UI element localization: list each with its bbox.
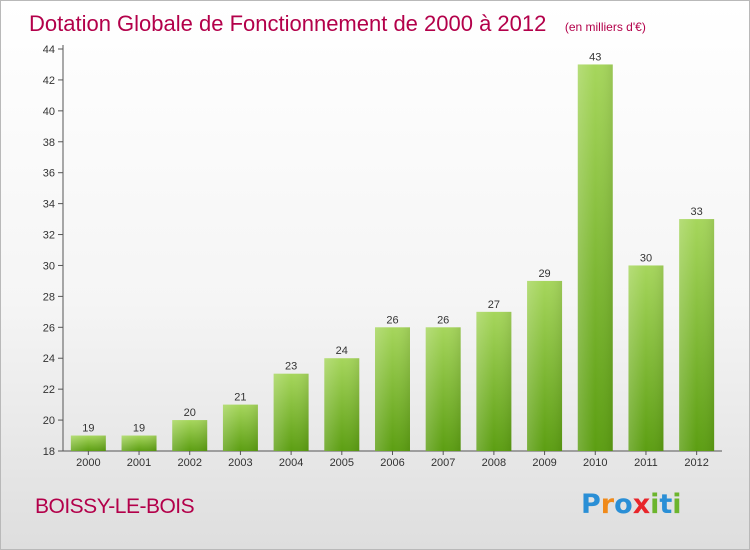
y-tick-label: 18 [43,446,55,458]
bar-value-label: 30 [640,252,652,264]
bar-value-label: 20 [184,407,196,419]
logo-letter: i [672,489,682,520]
bar-shade [222,404,258,451]
y-tick: 30 [43,260,63,272]
bar-shade [172,420,208,451]
bar-group: 26 2007 [425,314,461,469]
logo-letter: P [581,489,601,520]
bar-shade [273,373,309,451]
bar-value-label: 26 [437,314,449,326]
bar-value-label: 29 [538,268,550,280]
y-tick: 32 [43,230,63,242]
x-tick-label: 2000 [76,457,100,469]
bar-value-label: 21 [234,392,246,404]
x-tick-label: 2006 [380,457,404,469]
bar-group: 29 2009 [527,268,563,469]
y-tick-label: 30 [43,260,55,272]
bar-value-label: 24 [336,345,348,357]
bar-shade [679,219,715,451]
y-tick: 24 [43,353,63,365]
logo-letter: o [614,489,633,520]
y-tick: 20 [43,415,63,427]
y-tick: 28 [43,291,63,303]
bar-value-label: 23 [285,361,297,373]
x-tick-label: 2004 [279,457,303,469]
y-tick-label: 22 [43,384,55,396]
x-tick-label: 2007 [431,457,455,469]
logo-letter: r [600,489,615,520]
bar-group: 23 2004 [273,361,309,469]
bar-shade [375,327,410,451]
x-tick-label: 2001 [127,457,151,469]
bar-group: 43 2010 [577,51,613,469]
x-tick-label: 2003 [228,457,252,469]
logo-letter: i [650,489,660,520]
y-tick-label: 32 [43,230,55,242]
bar-group: 26 2006 [375,314,410,469]
y-tick-label: 40 [43,106,55,118]
y-tick-label: 26 [43,322,55,334]
y-tick-label: 34 [43,199,55,211]
bar-shade [324,358,360,451]
bar-group: 33 2012 [679,206,715,469]
bar-shade [577,64,613,451]
y-tick: 44 [43,44,63,56]
logo-letter: x [632,489,651,520]
y-tick: 42 [43,75,63,87]
bar-value-label: 33 [691,206,703,218]
bar-group: 21 2003 [222,392,258,469]
y-tick: 36 [43,168,63,180]
bar-group: 30 2011 [628,252,664,469]
y-tick: 22 [43,384,63,396]
bar-group: 20 2002 [172,407,208,469]
bar-value-label: 19 [82,423,94,435]
y-tick: 34 [43,199,63,211]
y-tick-label: 28 [43,291,55,303]
bar-value-label: 19 [133,423,145,435]
bar-shade [121,435,157,451]
bar-shade [476,311,512,451]
bar-group: 27 2008 [476,299,512,469]
y-tick: 26 [43,322,63,334]
x-tick-label: 2002 [177,457,201,469]
bar-value-label: 27 [488,299,500,311]
x-tick-label: 2012 [684,457,708,469]
bar-group: 19 2000 [70,423,106,469]
bar-group: 19 2001 [121,423,157,469]
bar-shade [425,327,461,451]
y-tick-label: 24 [43,353,55,365]
y-tick-label: 38 [43,137,55,149]
bar-value-label: 43 [589,51,601,63]
y-tick: 18 [43,446,63,458]
y-tick: 40 [43,106,63,118]
bars: 19 2000 19 2001 20 2002 21 2003 23 2004 24 2005 26 20… [70,51,715,469]
chart-title-unit: (en milliers d'€) [564,20,646,34]
commune-name: BOISSY-LE-BOIS [35,495,195,518]
y-tick-label: 36 [43,168,55,180]
bar-shade [70,435,106,451]
bar-group: 24 2005 [324,345,360,469]
logo-letter: t [659,489,673,520]
bar-value-label: 26 [386,314,398,326]
y-tick: 38 [43,137,63,149]
proxiti-logo: Proxiti [581,489,682,520]
y-tick-label: 44 [43,44,55,56]
chart-title-main: Dotation Globale de Fonctionnement de 20… [29,11,547,36]
bar-shade [628,265,664,451]
chart-title: Dotation Globale de Fonctionnement de 20… [29,11,646,37]
x-tick-label: 2009 [532,457,556,469]
bar-shade [527,280,563,451]
y-tick-label: 20 [43,415,55,427]
x-tick-label: 2008 [482,457,506,469]
x-tick-label: 2005 [330,457,354,469]
x-tick-label: 2010 [583,457,607,469]
y-tick-label: 42 [43,75,55,87]
x-tick-label: 2011 [634,457,658,469]
